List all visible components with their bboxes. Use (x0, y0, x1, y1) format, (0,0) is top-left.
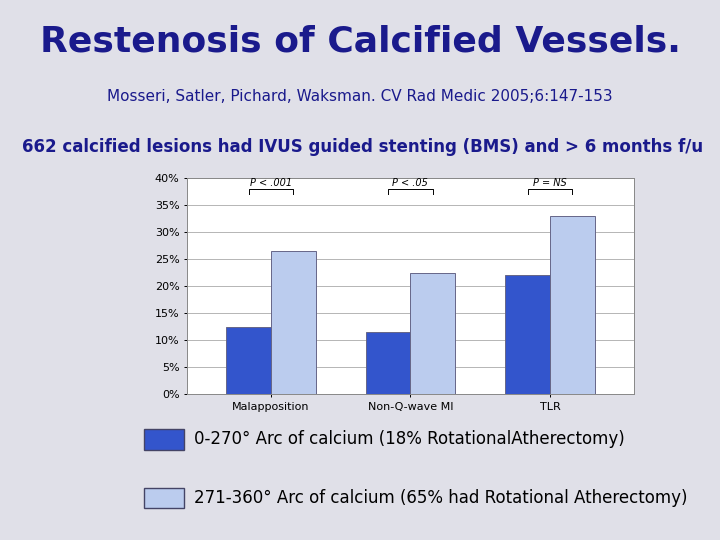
Text: 0-270° Arc of calcium (18% RotationalAtherectomy): 0-270° Arc of calcium (18% RotationalAth… (194, 430, 625, 448)
Text: Restenosis of Calcified Vessels.: Restenosis of Calcified Vessels. (40, 25, 680, 59)
Bar (505, 275, 550, 394)
Bar (271, 251, 315, 394)
Bar (410, 273, 455, 394)
Bar (144, 429, 184, 450)
Text: 662 calcified lesions had IVUS guided stenting (BMS) and > 6 months f/u: 662 calcified lesions had IVUS guided st… (22, 138, 703, 156)
Bar (366, 332, 410, 394)
Text: Mosseri, Satler, Pichard, Waksman. CV Rad Medic 2005;6:147-153: Mosseri, Satler, Pichard, Waksman. CV Ra… (107, 90, 613, 104)
Bar (144, 488, 184, 508)
Text: 271-360° Arc of calcium (65% had Rotational Atherectomy): 271-360° Arc of calcium (65% had Rotatio… (194, 489, 688, 507)
Bar (550, 216, 595, 394)
Text: P < .001: P < .001 (250, 178, 292, 188)
Text: P = NS: P = NS (533, 178, 567, 188)
Bar (226, 327, 271, 394)
Text: P < .05: P < .05 (392, 178, 428, 188)
